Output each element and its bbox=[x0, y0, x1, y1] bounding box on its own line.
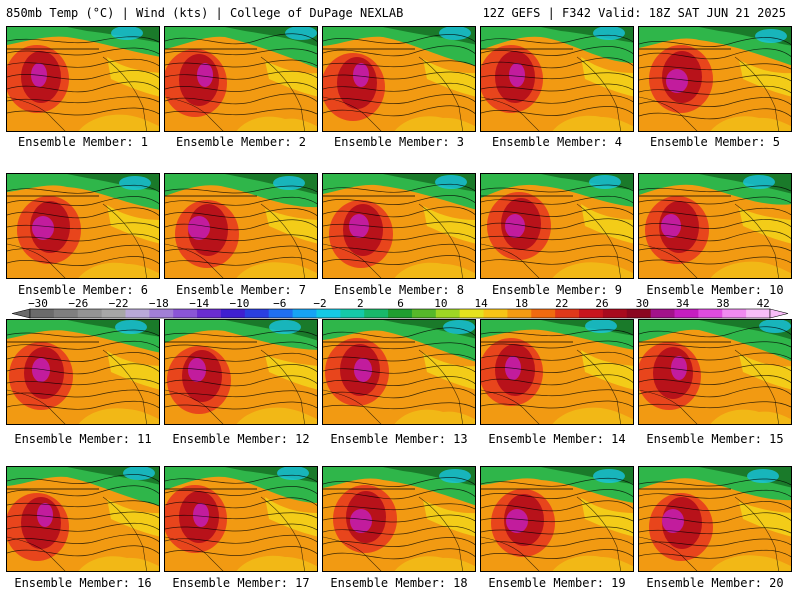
ensemble-map-panel bbox=[638, 466, 792, 572]
colorbar-tick-label: −22 bbox=[108, 297, 129, 310]
colorbar-swatch bbox=[268, 309, 294, 318]
ensemble-map-panel bbox=[6, 466, 160, 572]
ensemble-member-label: Ensemble Member: 1 bbox=[17, 135, 149, 149]
ensemble-map-panel bbox=[164, 173, 318, 279]
ensemble-member-label: Ensemble Member: 7 bbox=[175, 283, 307, 297]
colorbar-swatch bbox=[30, 309, 55, 318]
colorbar-swatch bbox=[316, 309, 341, 318]
colorbar-tick-label: −14 bbox=[189, 297, 210, 310]
ensemble-member-label: Ensemble Member: 15 bbox=[646, 432, 784, 446]
header-left: 850mb Temp (°C) | Wind (kts) | College o… bbox=[6, 6, 404, 20]
ensemble-map-panel bbox=[480, 26, 634, 132]
colorbar-tick-label: −30 bbox=[28, 297, 48, 310]
colorbar-tick-label: 18 bbox=[514, 297, 529, 310]
ensemble-map-panel bbox=[322, 319, 476, 425]
colorbar-swatch bbox=[459, 309, 485, 318]
ensemble-member-label: Ensemble Member: 3 bbox=[333, 135, 465, 149]
colorbar-swatch bbox=[149, 309, 174, 318]
temperature-colorbar bbox=[11, 308, 789, 319]
colorbar-tick-label: 2 bbox=[356, 297, 364, 310]
ensemble-member-label: Ensemble Member: 12 bbox=[172, 432, 310, 446]
ensemble-map-panel bbox=[6, 319, 160, 425]
colorbar-tick-label: −6 bbox=[273, 297, 287, 310]
colorbar-swatch bbox=[626, 309, 652, 318]
colorbar-swatch bbox=[674, 309, 699, 318]
colorbar-tick-label: −26 bbox=[68, 297, 89, 310]
colorbar-swatch bbox=[435, 309, 461, 318]
colorbar-swatch bbox=[722, 309, 747, 318]
ensemble-member-label: Ensemble Member: 11 bbox=[14, 432, 152, 446]
ensemble-member-label: Ensemble Member: 16 bbox=[14, 576, 152, 590]
colorbar-swatch bbox=[650, 309, 676, 318]
colorbar-tick-label: 6 bbox=[397, 297, 404, 310]
colorbar-swatch bbox=[125, 309, 150, 318]
ensemble-member-label: Ensemble Member: 9 bbox=[491, 283, 623, 297]
colorbar-swatch bbox=[292, 309, 317, 318]
colorbar-tick-label: 14 bbox=[474, 297, 488, 310]
colorbar-swatch bbox=[364, 309, 389, 318]
colorbar-swatch bbox=[746, 309, 771, 318]
colorbar-swatch bbox=[197, 309, 222, 318]
ensemble-member-label: Ensemble Member: 2 bbox=[175, 135, 307, 149]
colorbar-swatch bbox=[555, 309, 580, 318]
ensemble-member-label: Ensemble Member: 6 bbox=[17, 283, 149, 297]
colorbar-swatch bbox=[531, 309, 556, 318]
colorbar-swatch bbox=[173, 309, 198, 318]
ensemble-member-label: Ensemble Member: 13 bbox=[330, 432, 468, 446]
colorbar-tick-label: 30 bbox=[635, 297, 649, 310]
colorbar-swatch bbox=[411, 309, 437, 318]
colorbar-swatch bbox=[698, 309, 723, 318]
ensemble-member-label: Ensemble Member: 10 bbox=[646, 283, 784, 297]
colorbar-tick-label: 10 bbox=[434, 297, 448, 310]
ensemble-map-panel bbox=[6, 26, 160, 132]
ensemble-map-panel bbox=[322, 466, 476, 572]
ensemble-map-panel bbox=[638, 26, 792, 132]
colorbar-swatch bbox=[602, 309, 628, 318]
colorbar-swatch bbox=[53, 309, 79, 318]
header-right: 12Z GEFS | F342 Valid: 18Z SAT JUN 21 20… bbox=[482, 6, 786, 20]
colorbar-swatch bbox=[507, 309, 532, 318]
colorbar-swatch bbox=[483, 309, 508, 318]
ensemble-member-label: Ensemble Member: 5 bbox=[649, 135, 781, 149]
ensemble-member-label: Ensemble Member: 19 bbox=[488, 576, 626, 590]
colorbar-swatch bbox=[340, 309, 365, 318]
ensemble-map-panel bbox=[638, 319, 792, 425]
ensemble-member-label: Ensemble Member: 4 bbox=[491, 135, 623, 149]
colorbar-tick-label: 26 bbox=[595, 297, 609, 310]
ensemble-map-panel bbox=[164, 466, 318, 572]
colorbar-swatch bbox=[579, 309, 604, 318]
ensemble-member-label: Ensemble Member: 14 bbox=[488, 432, 626, 446]
colorbar-tick-label: 42 bbox=[756, 297, 770, 310]
colorbar-swatch bbox=[220, 309, 246, 318]
ensemble-member-label: Ensemble Member: 8 bbox=[333, 283, 465, 297]
ensemble-member-label: Ensemble Member: 20 bbox=[646, 576, 784, 590]
ensemble-map-panel bbox=[6, 173, 160, 279]
ensemble-map-panel bbox=[638, 173, 792, 279]
ensemble-map-panel bbox=[322, 173, 476, 279]
colorbar-tick-label: −18 bbox=[148, 297, 169, 310]
colorbar-tick-label: −10 bbox=[229, 297, 250, 310]
ensemble-member-label: Ensemble Member: 17 bbox=[172, 576, 310, 590]
colorbar-swatch bbox=[388, 309, 413, 318]
colorbar-swatch bbox=[101, 309, 126, 318]
ensemble-member-label: Ensemble Member: 18 bbox=[330, 576, 468, 590]
ensemble-map-panel bbox=[480, 173, 634, 279]
ensemble-map-panel bbox=[164, 26, 318, 132]
ensemble-map-panel bbox=[322, 26, 476, 132]
ensemble-map-panel bbox=[480, 319, 634, 425]
colorbar-tick-label: 22 bbox=[555, 297, 569, 310]
colorbar-swatch bbox=[77, 309, 103, 318]
ensemble-map-panel bbox=[480, 466, 634, 572]
colorbar-tick-label: 34 bbox=[675, 297, 690, 310]
ensemble-map-panel bbox=[164, 319, 318, 425]
colorbar-tick-label: 38 bbox=[716, 297, 730, 310]
colorbar-tick-label: −2 bbox=[313, 297, 327, 310]
colorbar-swatch bbox=[244, 309, 270, 318]
